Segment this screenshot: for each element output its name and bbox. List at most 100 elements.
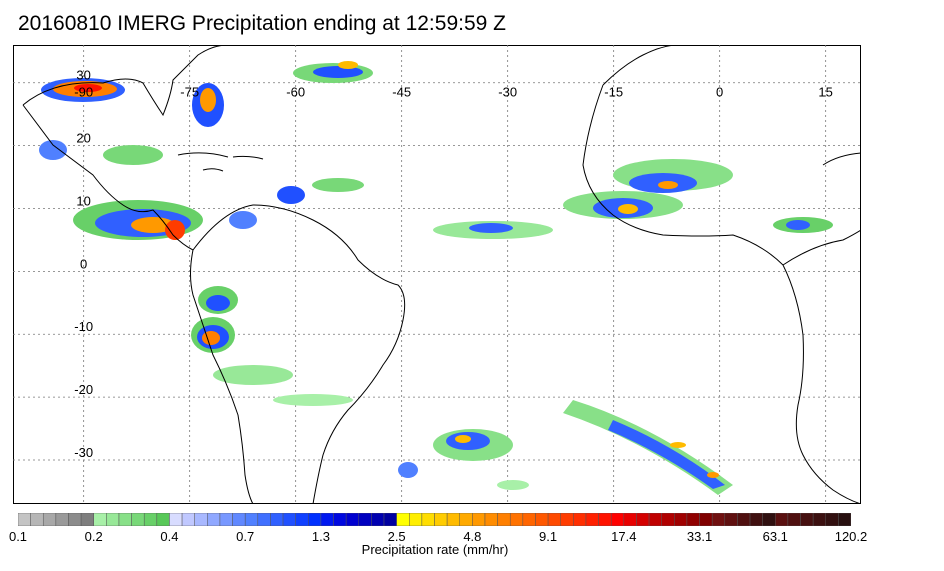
colorbar-swatch xyxy=(282,512,296,527)
colorbar-tick-label: 1.3 xyxy=(311,529,330,544)
colorbar-swatch xyxy=(800,512,814,527)
colorbar-swatch xyxy=(686,512,700,527)
rain-cell xyxy=(398,462,529,490)
colorbar-swatch xyxy=(535,512,549,527)
longitude-label: -30 xyxy=(498,85,517,100)
colorbar-swatch xyxy=(371,512,385,527)
rain-cell xyxy=(773,217,833,233)
colorbar-swatch xyxy=(295,512,309,527)
colorbar-swatch xyxy=(409,512,423,527)
colorbar-swatch xyxy=(308,512,322,527)
rain-cell xyxy=(433,221,553,239)
colorbar-swatch xyxy=(661,512,675,527)
colorbar-swatch xyxy=(143,512,158,527)
colorbar-swatch xyxy=(812,512,827,527)
colorbar-swatch xyxy=(674,512,688,527)
colorbar-swatch xyxy=(724,512,738,527)
longitude-label: -90 xyxy=(74,85,93,100)
colorbar-swatch xyxy=(42,512,57,527)
longitude-label: -15 xyxy=(604,85,623,100)
colorbar-swatch xyxy=(30,512,44,527)
longitude-label: 15 xyxy=(818,85,832,100)
colorbar-swatch xyxy=(623,512,637,527)
colorbar-swatch xyxy=(737,512,751,527)
longitude-label: -60 xyxy=(286,85,305,100)
colorbar-swatch xyxy=(333,512,347,527)
rain-cell xyxy=(293,61,373,83)
precipitation-field xyxy=(39,61,833,495)
colorbar-title: Precipitation rate (mm/hr) xyxy=(361,542,509,557)
map-border xyxy=(13,45,861,504)
colorbar-swatch xyxy=(156,512,170,527)
colorbar-tick-label: 0.2 xyxy=(84,529,103,544)
colorbar-swatch xyxy=(711,512,726,527)
colorbar-tick-label: 0.4 xyxy=(160,529,179,544)
colorbar-swatch xyxy=(219,512,233,527)
colorbar-swatch xyxy=(106,512,120,527)
colorbar-swatch xyxy=(838,512,852,527)
colorbar-swatch xyxy=(610,512,625,527)
colorbar-tick-label: 63.1 xyxy=(762,529,788,544)
rain-cell xyxy=(613,159,733,193)
colorbar-swatch xyxy=(825,512,839,527)
colorbar-swatch xyxy=(484,512,498,527)
colorbar-swatch xyxy=(383,512,397,527)
colorbar-swatch xyxy=(207,512,221,527)
rain-cell xyxy=(39,140,163,165)
colorbar-swatch xyxy=(434,512,448,527)
colorbar-swatch xyxy=(560,512,574,527)
colorbar-swatch xyxy=(131,512,145,527)
rain-cell xyxy=(192,83,224,127)
colorbar-swatch xyxy=(270,512,284,527)
latitude-label: 20 xyxy=(76,131,90,146)
rain-cell xyxy=(198,286,238,314)
rain-cell xyxy=(563,191,683,219)
colorbar-tick-label: 0.7 xyxy=(236,529,255,544)
precipitation-colorbar xyxy=(17,512,852,527)
colorbar-swatch xyxy=(762,512,776,527)
latitude-label: -30 xyxy=(74,445,93,460)
colorbar-swatch xyxy=(194,512,208,527)
latitude-label: 30 xyxy=(76,68,90,83)
colorbar-tick-label: 2.5 xyxy=(387,529,406,544)
colorbar-swatch xyxy=(775,512,789,527)
latitude-label: 10 xyxy=(76,193,90,208)
colorbar-swatch xyxy=(585,512,599,527)
map-axis-labels: -90 -75 -60 -45 -30 -15 0 15 30 20 10 0 -10 -20 -30 xyxy=(74,68,833,460)
colorbar-swatch xyxy=(232,512,246,527)
colorbar-swatch xyxy=(459,512,473,527)
colorbar-swatch xyxy=(509,512,524,527)
rain-cell xyxy=(73,200,203,240)
latitude-label: 0 xyxy=(80,256,87,271)
rain-cell xyxy=(213,365,353,406)
latitude-label: -20 xyxy=(74,382,93,397)
longitude-label: -75 xyxy=(180,85,199,100)
colorbar-tick-label: 17.4 xyxy=(611,529,637,544)
colorbar-swatch xyxy=(257,512,271,527)
colorbar-tick-label: 0.1 xyxy=(8,529,28,544)
map-title: 20160810 IMERG Precipitation ending at 1… xyxy=(18,12,506,35)
colorbar-swatch xyxy=(598,512,612,527)
colorbar-swatch xyxy=(472,512,486,527)
colorbar-swatch xyxy=(787,512,801,527)
precipitation-map: -90 -75 -60 -45 -30 -15 0 15 30 20 10 0 -10 -20 -30 xyxy=(13,45,861,504)
colorbar-swatch xyxy=(421,512,435,527)
colorbar-swatch xyxy=(118,512,132,527)
colorbar-swatch xyxy=(55,512,69,527)
coastlines xyxy=(22,45,861,504)
colorbar-swatch xyxy=(446,512,460,527)
colorbar-swatch xyxy=(522,512,536,527)
colorbar-swatch xyxy=(345,512,360,527)
colorbar-swatch xyxy=(573,512,587,527)
rain-cell xyxy=(433,429,513,461)
colorbar-tick-label: 4.8 xyxy=(463,529,482,544)
colorbar-swatch xyxy=(636,512,650,527)
colorbar-swatch xyxy=(648,512,662,527)
colorbar-swatch xyxy=(749,512,763,527)
colorbar-swatch xyxy=(93,512,107,527)
colorbar-tick-label: 9.1 xyxy=(539,529,558,544)
colorbar-swatch xyxy=(497,512,511,527)
latitude-label: -10 xyxy=(74,319,93,334)
colorbar-swatch xyxy=(181,512,195,527)
colorbar-swatch xyxy=(68,512,82,527)
